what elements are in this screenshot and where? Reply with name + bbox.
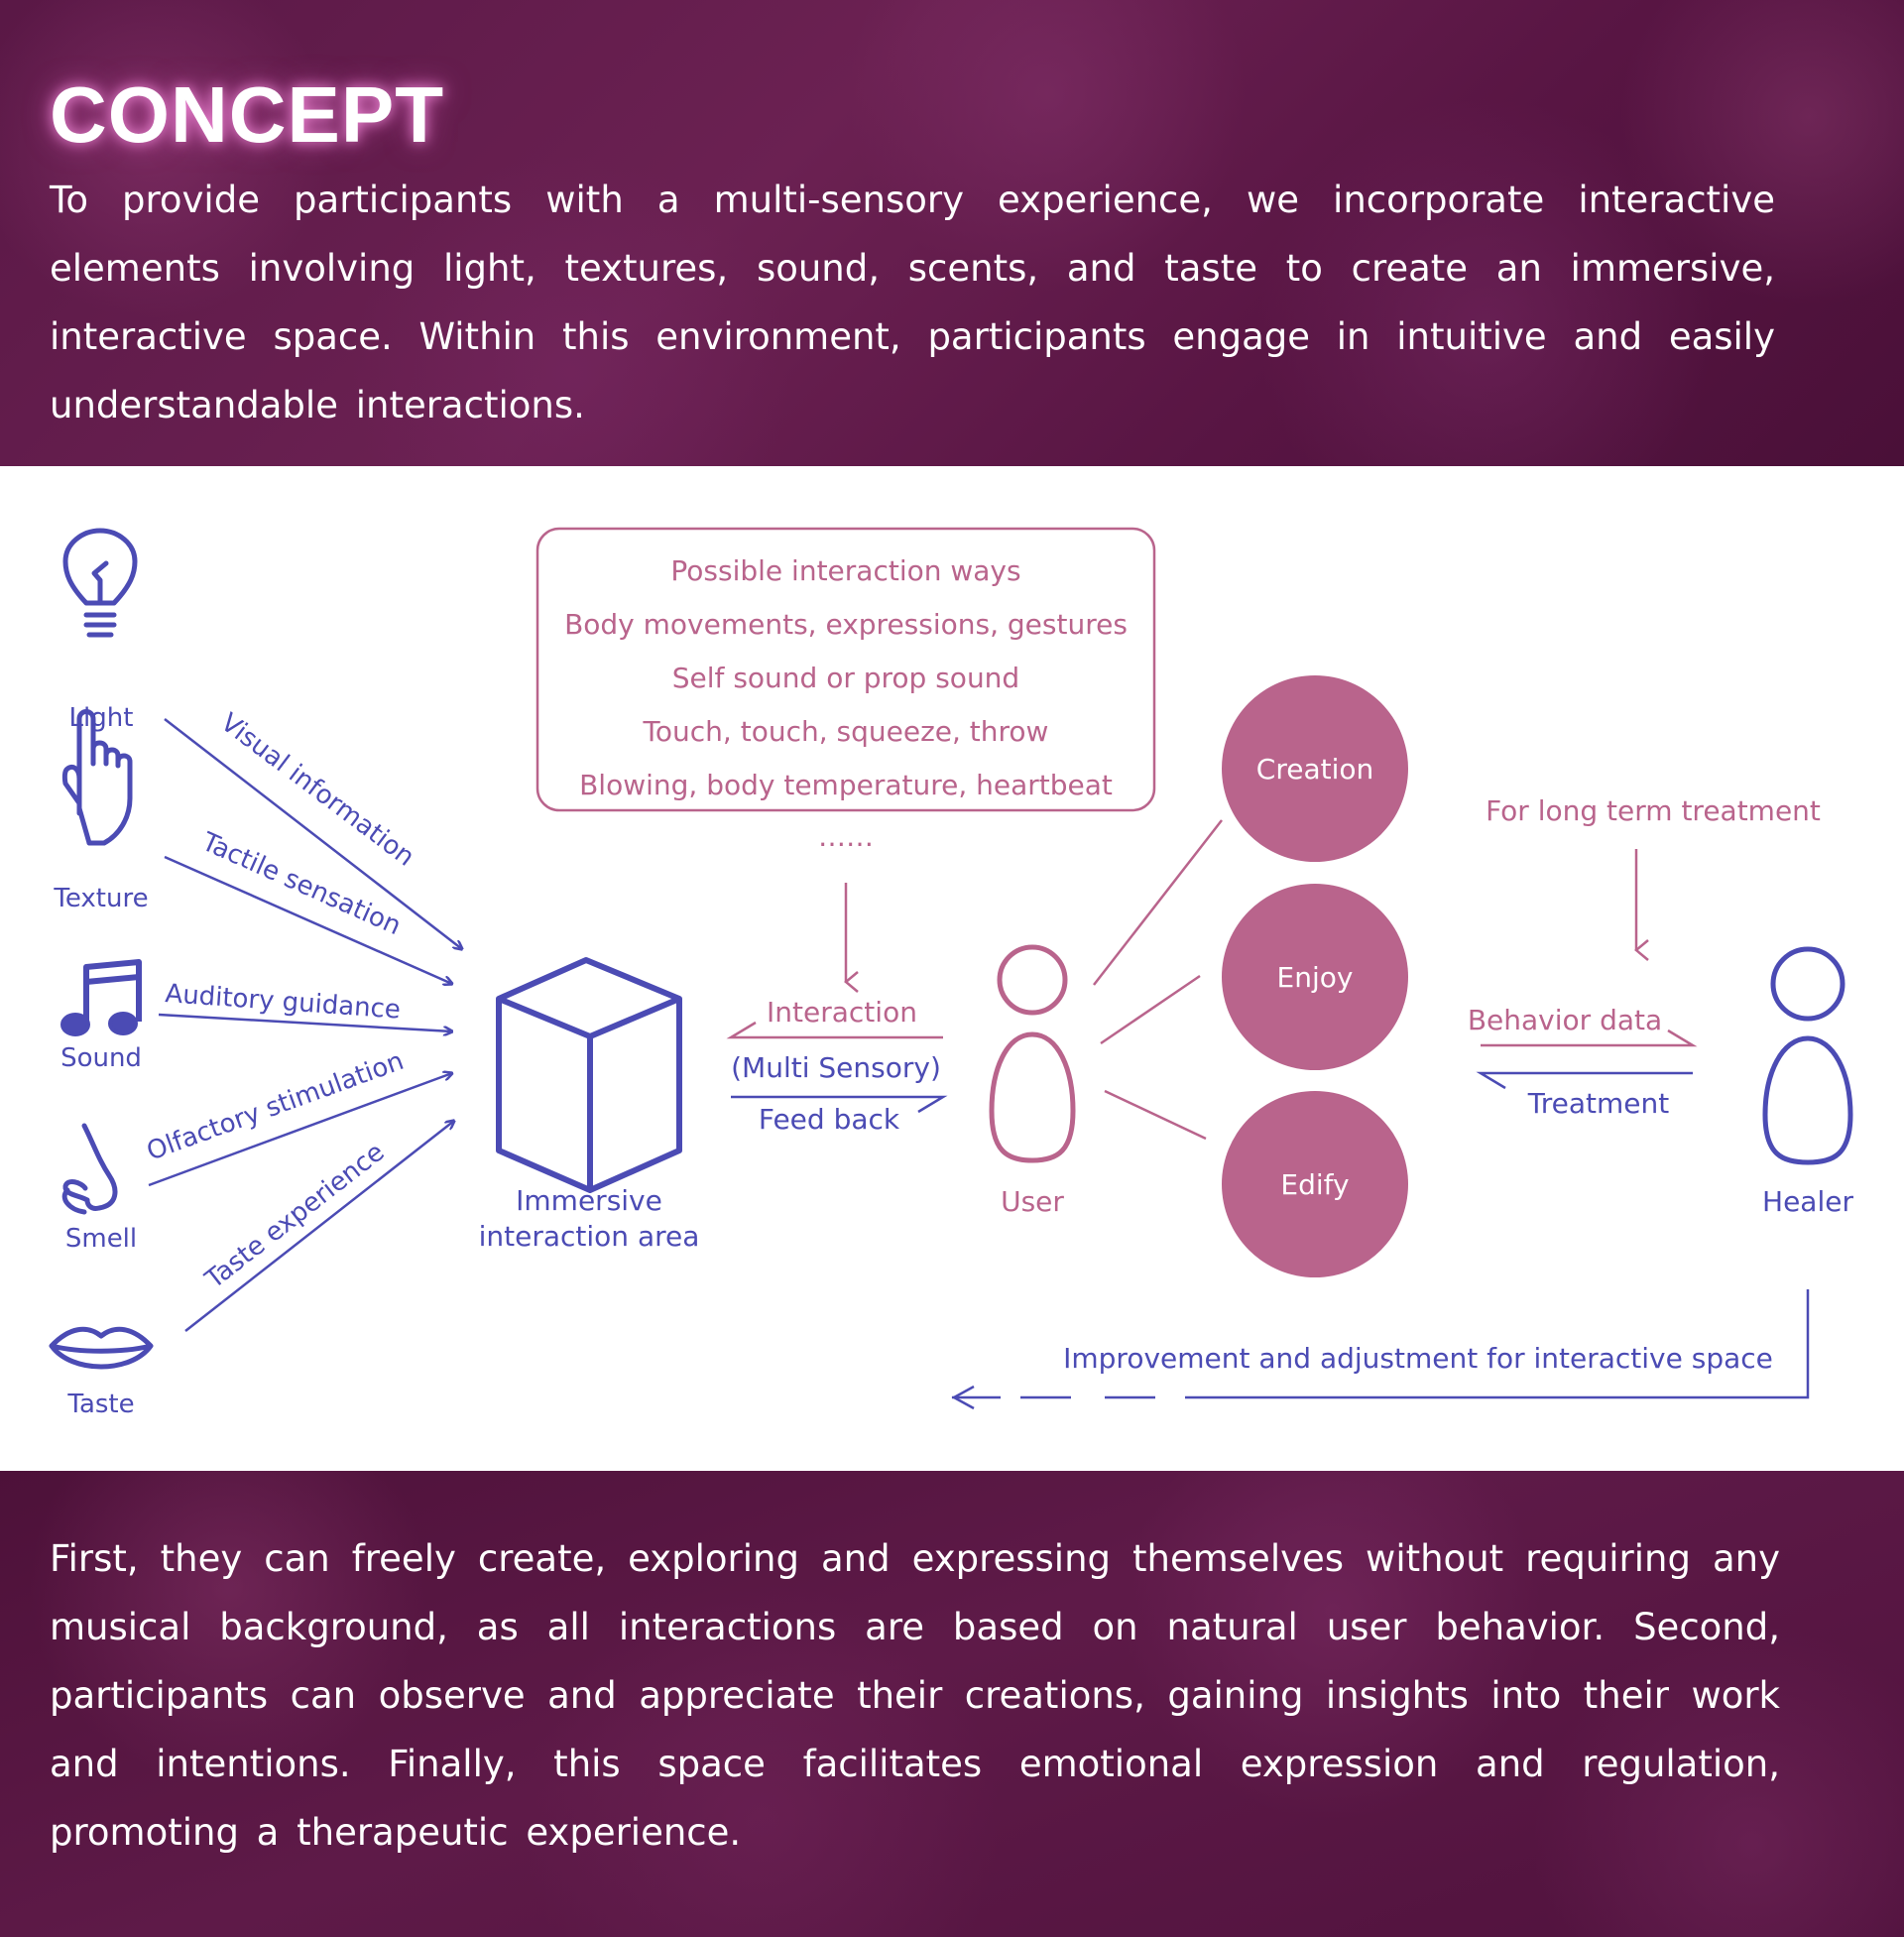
page-title: CONCEPT bbox=[50, 70, 445, 159]
enjoy-label: Enjoy bbox=[1277, 961, 1354, 994]
interaction-label: Interaction bbox=[767, 996, 917, 1029]
healer-label: Healer bbox=[1762, 1185, 1853, 1218]
arrow-olfactory bbox=[148, 1073, 452, 1187]
behavior-data-label: Behavior data bbox=[1468, 1004, 1662, 1036]
lips-icon bbox=[49, 1326, 154, 1370]
channel-taste: Taste experience bbox=[199, 1138, 390, 1295]
concept-diagram: Light Texture Sound Smell Taste Visual i… bbox=[0, 466, 1904, 1471]
improvement-label: Improvement and adjustment for interacti… bbox=[1063, 1342, 1773, 1375]
arrow-auditory bbox=[158, 1013, 452, 1031]
creation-label: Creation bbox=[1256, 753, 1373, 786]
interaction-arrow bbox=[726, 1021, 943, 1039]
creation-circle bbox=[1222, 675, 1408, 862]
feedback-label: Feed back bbox=[759, 1103, 900, 1136]
interaction-ways-box bbox=[536, 527, 1156, 812]
diagram-canvas: Light Texture Sound Smell Taste Visual i… bbox=[49, 527, 1853, 1419]
interaction-ways-ellipsis: …… bbox=[818, 820, 874, 853]
user-label: User bbox=[1001, 1185, 1064, 1218]
behavior-data-arrow bbox=[1481, 1029, 1698, 1047]
sense-label-sound: Sound bbox=[60, 1043, 142, 1073]
sense-label-taste: Taste bbox=[66, 1390, 134, 1419]
arrow-taste bbox=[184, 1121, 454, 1332]
connector-enjoy bbox=[1100, 974, 1201, 1045]
lightbulb-icon bbox=[62, 528, 138, 638]
edify-circle bbox=[1222, 1091, 1408, 1277]
interaction-way-item: Body movements, expressions, gestures bbox=[564, 608, 1128, 641]
area-label-line2: interaction area bbox=[479, 1220, 700, 1253]
hand-pointing-icon bbox=[61, 709, 133, 846]
user-icon bbox=[989, 944, 1076, 1163]
area-label-line1: Immersive bbox=[516, 1184, 662, 1217]
improvement-arrowhead bbox=[951, 1385, 975, 1410]
footer-band: First, they can freely create, exploring… bbox=[0, 1471, 1904, 1937]
interaction-way-item: Blowing, body temperature, heartbeat bbox=[579, 769, 1113, 801]
cube-icon bbox=[496, 957, 682, 1193]
footer-paragraph: First, they can freely create, exploring… bbox=[50, 1537, 1780, 1854]
enjoy-circle bbox=[1222, 884, 1408, 1070]
nose-icon bbox=[61, 1123, 118, 1215]
interaction-way-item: Self sound or prop sound bbox=[672, 662, 1019, 694]
connector-creation bbox=[1093, 819, 1223, 986]
sense-label-smell: Smell bbox=[65, 1224, 137, 1254]
improvement-loop-line bbox=[1185, 1289, 1810, 1399]
interaction-way-item: Touch, touch, squeeze, throw bbox=[643, 715, 1049, 748]
edify-label: Edify bbox=[1280, 1168, 1349, 1201]
healer-icon bbox=[1762, 946, 1853, 1165]
header-band: CONCEPT To provide participants with a m… bbox=[0, 0, 1904, 466]
sense-label-texture: Texture bbox=[53, 884, 148, 913]
music-note-icon bbox=[60, 959, 142, 1036]
connector-edify bbox=[1104, 1089, 1207, 1141]
intro-paragraph: To provide participants with a multi-sen… bbox=[50, 179, 1775, 426]
arrow-visual bbox=[164, 718, 462, 949]
multi-sensory-label: (Multi Sensory) bbox=[731, 1051, 941, 1084]
treatment-arrow bbox=[1476, 1071, 1693, 1090]
feedback-arrow bbox=[731, 1095, 948, 1114]
arrow-tactile bbox=[164, 855, 452, 984]
interaction-ways-title: Possible interaction ways bbox=[670, 554, 1020, 587]
long-term-label: For long term treatment bbox=[1486, 794, 1821, 827]
treatment-label: Treatment bbox=[1527, 1087, 1669, 1120]
sense-label-light: Light bbox=[69, 703, 134, 733]
